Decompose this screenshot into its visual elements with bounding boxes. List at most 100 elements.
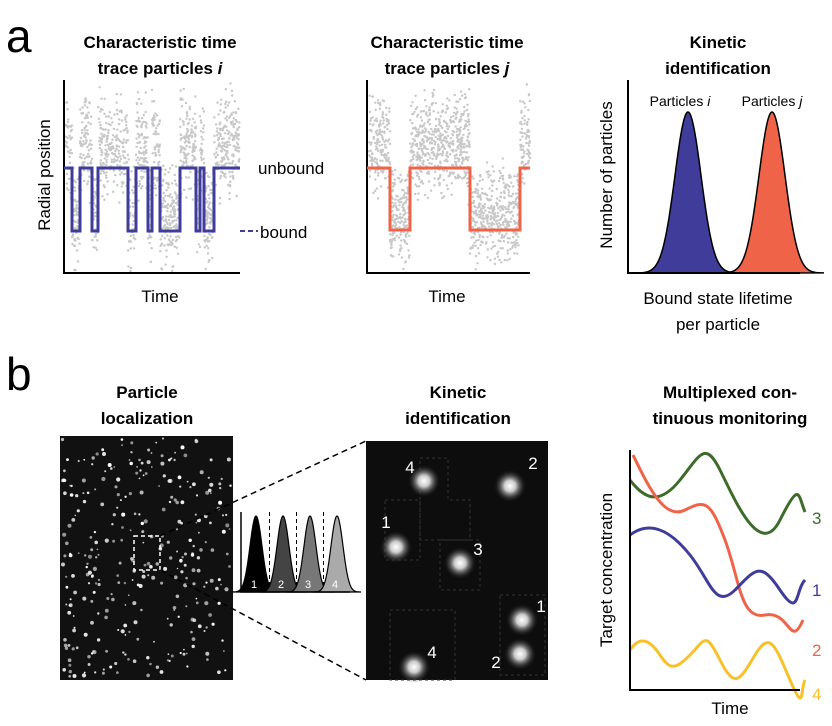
particle <box>78 552 80 554</box>
particle <box>208 489 212 493</box>
particle <box>184 553 187 556</box>
curve <box>630 528 805 603</box>
particle <box>136 466 138 468</box>
particle <box>132 601 136 605</box>
y-label: Target concentration <box>597 493 616 647</box>
particle <box>169 556 172 559</box>
particle <box>120 499 122 501</box>
particle <box>92 456 95 459</box>
particle <box>195 439 197 441</box>
spot <box>398 651 430 683</box>
particle <box>210 579 214 583</box>
particle <box>192 582 195 585</box>
title: identification <box>405 409 511 428</box>
particle <box>198 532 200 534</box>
particle <box>185 577 188 580</box>
particle <box>200 470 204 474</box>
particle <box>191 552 194 555</box>
inset-label: 4 <box>332 579 338 591</box>
particle <box>222 514 224 516</box>
particle <box>151 452 153 454</box>
title: trace particles <box>385 59 505 78</box>
particle <box>113 513 116 516</box>
particle <box>124 496 126 498</box>
particle <box>192 637 196 641</box>
particle <box>178 520 182 524</box>
particle <box>88 571 92 575</box>
particle <box>205 652 209 656</box>
particle <box>97 612 99 614</box>
particle <box>121 526 124 529</box>
particle <box>187 481 189 483</box>
particle <box>143 474 145 476</box>
title: Particle <box>116 383 177 402</box>
title: Kinetic <box>430 383 487 402</box>
particle <box>108 463 112 467</box>
particle <box>176 595 180 599</box>
particle <box>73 674 77 678</box>
particle <box>161 454 164 457</box>
particle <box>136 638 139 641</box>
particle <box>90 548 93 551</box>
particle <box>105 650 108 653</box>
particle <box>135 472 138 475</box>
particle <box>196 598 198 600</box>
particle <box>88 555 92 559</box>
particle <box>63 554 66 557</box>
particle <box>97 638 100 641</box>
particle <box>88 663 91 666</box>
particle <box>186 665 188 667</box>
particle <box>224 587 228 591</box>
particle <box>221 478 223 480</box>
particle <box>125 604 127 606</box>
particle <box>142 542 144 544</box>
particle <box>98 579 100 581</box>
particle <box>130 462 133 465</box>
particle <box>130 557 133 560</box>
particle <box>94 531 96 533</box>
peak-label: Particles i <box>650 93 712 109</box>
particle <box>76 646 79 649</box>
particle <box>162 508 166 512</box>
curve-label: 2 <box>812 641 821 660</box>
particle <box>70 493 74 497</box>
particle <box>139 478 141 480</box>
curve-label: 4 <box>812 685 821 704</box>
particle <box>128 594 130 596</box>
particle <box>160 462 164 466</box>
particle <box>82 492 84 494</box>
particle <box>224 669 226 671</box>
particle <box>192 568 196 572</box>
particle <box>84 633 88 637</box>
particle <box>71 518 75 522</box>
particle <box>63 638 67 642</box>
particle <box>168 479 172 483</box>
particle <box>212 623 215 626</box>
spot-label: 3 <box>473 540 482 559</box>
title: trace particles i <box>98 59 224 78</box>
state-trace <box>64 168 240 231</box>
particle <box>111 593 113 595</box>
particle <box>156 562 160 566</box>
inset-distributions: 1234 <box>232 512 361 592</box>
particle <box>111 598 115 602</box>
particle <box>225 514 227 516</box>
particle <box>146 656 149 659</box>
particle <box>140 609 142 611</box>
particle <box>101 477 105 481</box>
particle <box>121 438 124 441</box>
particle <box>101 448 104 451</box>
particle <box>151 466 153 468</box>
particle <box>134 620 138 624</box>
particle <box>130 441 133 444</box>
particle <box>62 668 66 672</box>
particle <box>69 605 71 607</box>
particle <box>71 574 75 578</box>
particle <box>168 459 171 462</box>
particle <box>137 584 140 587</box>
particle <box>66 458 69 461</box>
particle <box>96 452 99 455</box>
particle <box>145 472 148 475</box>
particle <box>132 579 134 581</box>
particle <box>147 460 151 464</box>
